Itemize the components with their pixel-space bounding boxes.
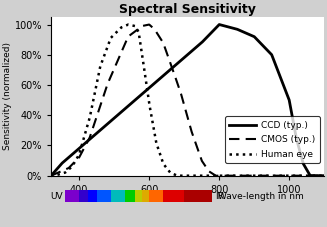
CMOS (typ.) (171, 69, 175, 72)
CMOS (typ.) (314, 174, 318, 177)
CMOS (typ.) (179, 91, 182, 93)
Y-axis label: Sensitivity (normalized): Sensitivity (normalized) (3, 42, 12, 150)
Line: CCD (typ.): CCD (typ.) (44, 25, 324, 176)
CMOS (typ.) (314, 174, 318, 177)
Line: CMOS (typ.): CMOS (typ.) (44, 25, 324, 176)
Text: UV: UV (50, 192, 62, 201)
Human eye (314, 174, 318, 177)
CMOS (typ.) (42, 174, 46, 177)
CCD (typ.) (57, 166, 60, 169)
CMOS (typ.) (322, 174, 326, 177)
Human eye (179, 174, 182, 177)
CCD (typ.) (42, 174, 46, 177)
CCD (typ.) (314, 174, 318, 177)
Human eye (314, 174, 318, 177)
Human eye (171, 173, 175, 175)
Human eye (263, 174, 267, 177)
CCD (typ.) (322, 174, 326, 177)
CCD (typ.) (314, 174, 318, 177)
CCD (typ.) (178, 60, 182, 62)
CCD (typ.) (171, 66, 175, 69)
Human eye (322, 174, 326, 177)
CCD (typ.) (217, 23, 221, 26)
Line: Human eye: Human eye (44, 25, 324, 176)
Title: Spectral Sensitivity: Spectral Sensitivity (119, 3, 256, 16)
CMOS (typ.) (57, 171, 60, 174)
Legend: CCD (typ.), CMOS (typ.), Human eye: CCD (typ.), CMOS (typ.), Human eye (225, 116, 320, 163)
Human eye (42, 174, 46, 177)
CMOS (typ.) (147, 23, 151, 26)
CCD (typ.) (263, 46, 267, 49)
Human eye (57, 173, 60, 176)
CMOS (typ.) (263, 174, 267, 177)
Text: IR: IR (215, 192, 224, 201)
Human eye (126, 23, 130, 26)
Text: Wave-length in nm: Wave-length in nm (218, 192, 304, 201)
